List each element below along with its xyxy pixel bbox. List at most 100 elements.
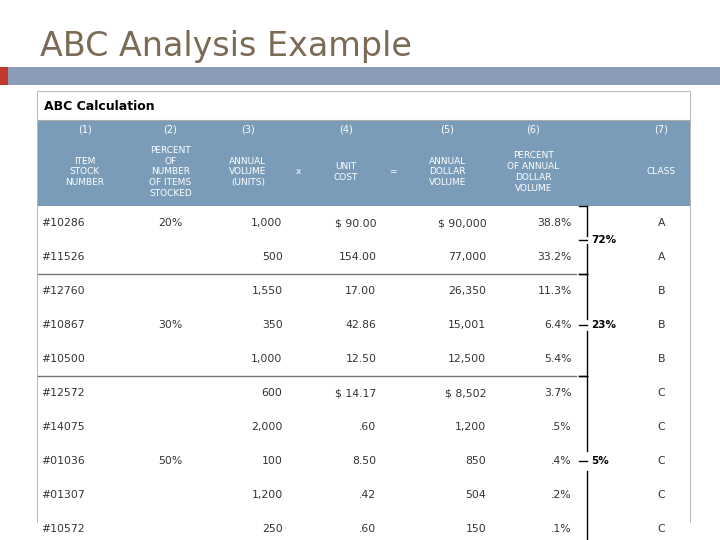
Text: 33.2%: 33.2% (538, 252, 572, 262)
Bar (38, 308, 690, 342)
Text: 17.00: 17.00 (345, 286, 377, 296)
Text: #12760: #12760 (41, 286, 85, 296)
Text: ITEM
STOCK
NUMBER: ITEM STOCK NUMBER (66, 157, 104, 187)
Text: $ 8,502: $ 8,502 (445, 388, 486, 398)
Text: ABC Calculation: ABC Calculation (44, 99, 155, 112)
Bar (38, 206, 690, 240)
Text: B: B (658, 286, 665, 296)
Text: C: C (657, 388, 665, 398)
Text: (2): (2) (163, 124, 177, 134)
Text: #10500: #10500 (41, 354, 85, 364)
Text: 500: 500 (261, 252, 282, 262)
Text: 100: 100 (261, 456, 282, 466)
Text: (1): (1) (78, 124, 91, 134)
Text: .5%: .5% (552, 422, 572, 432)
Text: C: C (657, 422, 665, 432)
Text: 20%: 20% (158, 218, 183, 228)
Text: =: = (389, 167, 396, 177)
Text: .4%: .4% (552, 456, 572, 466)
Text: 12.50: 12.50 (346, 354, 377, 364)
Text: (4): (4) (339, 124, 353, 134)
Text: #10867: #10867 (41, 320, 85, 330)
Text: ANNUAL
DOLLAR
VOLUME: ANNUAL DOLLAR VOLUME (429, 157, 467, 187)
Text: #01307: #01307 (41, 490, 85, 500)
Text: 1,000: 1,000 (251, 354, 282, 364)
Text: 77,000: 77,000 (448, 252, 486, 262)
Text: 15,001: 15,001 (448, 320, 486, 330)
Text: A: A (658, 252, 665, 262)
Text: .42: .42 (359, 490, 377, 500)
Text: 11.3%: 11.3% (538, 286, 572, 296)
Text: 8.50: 8.50 (352, 456, 377, 466)
Text: 26,350: 26,350 (449, 286, 486, 296)
Text: ANNUAL
VOLUME
(UNITS): ANNUAL VOLUME (UNITS) (229, 157, 266, 187)
Text: ABC Analysis Example: ABC Analysis Example (40, 30, 412, 63)
Text: 30%: 30% (158, 320, 183, 330)
Bar (0, 67, 8, 85)
Text: PERCENT
OF ANNUAL
DOLLAR
VOLUME: PERCENT OF ANNUAL DOLLAR VOLUME (507, 151, 559, 193)
Text: 154.00: 154.00 (338, 252, 377, 262)
Bar (0, 67, 720, 85)
Text: CLASS: CLASS (647, 167, 676, 177)
Text: $ 90.00: $ 90.00 (335, 218, 377, 228)
Text: (7): (7) (654, 124, 668, 134)
Text: 350: 350 (262, 320, 282, 330)
Text: 150: 150 (466, 524, 486, 534)
Text: #12572: #12572 (41, 388, 84, 398)
Bar (38, 92, 690, 522)
Bar (38, 376, 690, 410)
Text: B: B (658, 320, 665, 330)
Text: #11526: #11526 (41, 252, 84, 262)
Text: #01036: #01036 (41, 456, 85, 466)
Text: 5.4%: 5.4% (544, 354, 572, 364)
Bar (38, 138, 690, 206)
Text: x: x (296, 167, 302, 177)
Text: (3): (3) (241, 124, 255, 134)
Text: 1,550: 1,550 (251, 286, 282, 296)
Text: 850: 850 (466, 456, 486, 466)
Bar (38, 240, 690, 274)
Bar (38, 274, 690, 308)
Text: 72%: 72% (591, 235, 616, 245)
Text: .60: .60 (359, 422, 377, 432)
Text: 38.8%: 38.8% (538, 218, 572, 228)
Text: 1,200: 1,200 (251, 490, 282, 500)
Text: 5%: 5% (591, 456, 608, 466)
Bar (38, 342, 690, 376)
Bar (38, 444, 690, 478)
Text: 1,200: 1,200 (455, 422, 486, 432)
Text: (5): (5) (441, 124, 454, 134)
Text: 3.7%: 3.7% (544, 388, 572, 398)
Text: 50%: 50% (158, 456, 183, 466)
Bar (38, 120, 690, 138)
Bar (38, 92, 690, 120)
Text: .60: .60 (359, 524, 377, 534)
Bar (38, 478, 690, 512)
Text: 2,000: 2,000 (251, 422, 282, 432)
Text: C: C (657, 490, 665, 500)
Text: 250: 250 (262, 524, 282, 534)
Text: 23%: 23% (591, 320, 616, 330)
Text: 1,000: 1,000 (251, 218, 282, 228)
Text: UNIT
COST: UNIT COST (333, 162, 358, 182)
Text: (6): (6) (526, 124, 540, 134)
Text: #10286: #10286 (41, 218, 85, 228)
Text: .1%: .1% (552, 524, 572, 534)
Text: C: C (657, 524, 665, 534)
Text: C: C (657, 456, 665, 466)
Text: 504: 504 (466, 490, 486, 500)
Text: 6.4%: 6.4% (544, 320, 572, 330)
Text: $ 90,000: $ 90,000 (438, 218, 486, 228)
Text: PERCENT
OF
NUMBER
OF ITEMS
STOCKED: PERCENT OF NUMBER OF ITEMS STOCKED (149, 146, 192, 198)
Text: .2%: .2% (552, 490, 572, 500)
Text: #14075: #14075 (41, 422, 85, 432)
Text: A: A (658, 218, 665, 228)
Text: 42.86: 42.86 (346, 320, 377, 330)
Text: $ 14.17: $ 14.17 (335, 388, 377, 398)
Bar (38, 512, 690, 540)
Text: B: B (658, 354, 665, 364)
Text: 12,500: 12,500 (448, 354, 486, 364)
Text: #10572: #10572 (41, 524, 85, 534)
Bar (38, 410, 690, 444)
Text: 600: 600 (261, 388, 282, 398)
